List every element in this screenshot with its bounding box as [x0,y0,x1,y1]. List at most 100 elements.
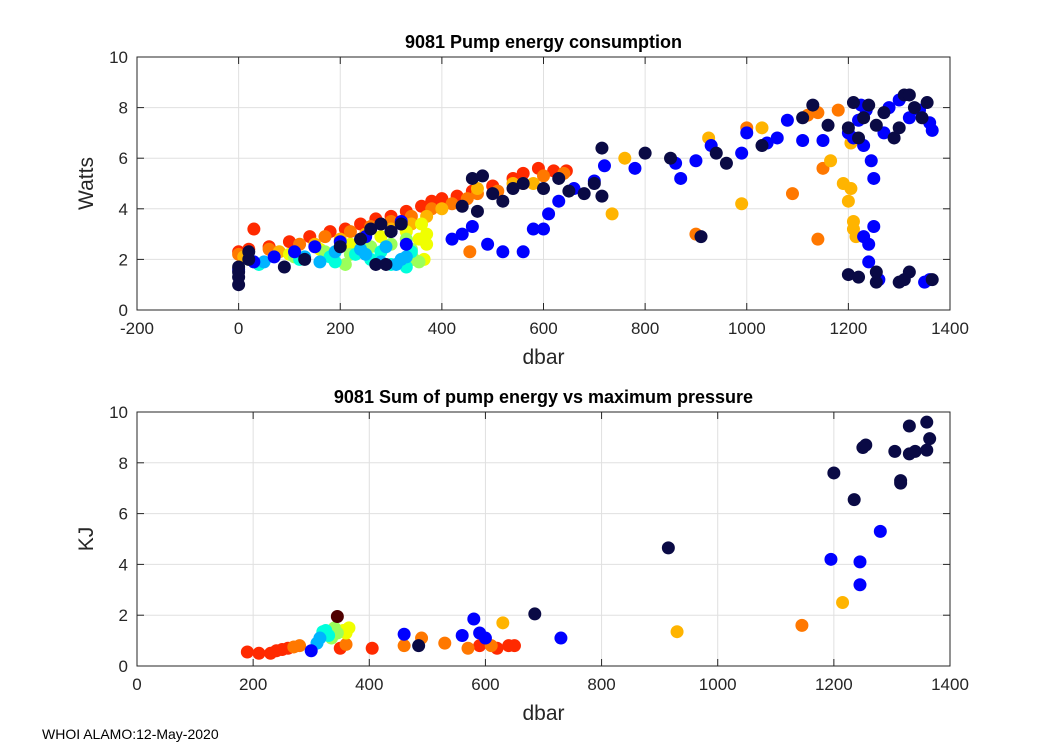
scatter-point [837,177,850,190]
scatter-point [755,139,768,152]
scatter-point [920,444,933,457]
scatter-point [920,416,933,429]
y-tick-label: 0 [119,657,128,676]
scatter-point [313,632,326,645]
scatter-point [398,628,411,641]
scatter-point [278,260,291,273]
scatter-point [842,195,855,208]
x-tick-label: 1200 [829,319,867,338]
scatter-point [242,245,255,258]
scatter-point [735,147,748,160]
scatter-point [298,253,311,266]
scatter-point [308,240,321,253]
y-tick-label: 8 [119,99,128,118]
scatter-point [334,240,347,253]
scatter-point [796,111,809,124]
scatter-point [888,445,901,458]
x-tick-label: 400 [428,319,456,338]
scatter-point [476,169,489,182]
scatter-point [552,172,565,185]
scatter-point [400,250,413,263]
scatter-point [268,250,281,263]
scatter-point [517,177,530,190]
scatter-point [562,185,575,198]
scatter-point [740,126,753,139]
scatter-point [662,541,675,554]
scatter-point [822,119,835,132]
scatter-point [811,233,824,246]
scatter-point [923,432,936,445]
scatter-point [695,230,708,243]
scatter-point [710,147,723,160]
scatter-point [481,238,494,251]
scatter-point [354,233,367,246]
scatter-point [305,644,318,657]
scatter-point [848,493,861,506]
scatter-point [606,207,619,220]
scatter-point [471,205,484,218]
scatter-point [578,187,591,200]
scatter-point [842,121,855,134]
chart-title: 9081 Sum of pump energy vs maximum press… [334,387,753,407]
scatter-point [870,266,883,279]
x-tick-label: 800 [587,675,615,694]
scatter-point [313,255,326,268]
scatter-point [496,245,509,258]
scatter-point [847,96,860,109]
y-tick-label: 4 [119,555,128,574]
scatter-point [867,220,880,233]
y-tick-label: 10 [109,48,128,67]
x-tick-label: 1400 [931,675,969,694]
scatter-point [542,207,555,220]
scatter-point [921,96,934,109]
scatter-point [832,104,845,117]
scatter-point [496,616,509,629]
y-tick-label: 8 [119,454,128,473]
scatter-point [456,629,469,642]
scatter-point [862,99,875,112]
scatter-point [664,152,677,165]
y-tick-label: 6 [119,149,128,168]
y-tick-label: 2 [119,250,128,269]
scatter-point [755,121,768,134]
x-tick-label: 1000 [728,319,766,338]
x-tick-label: 200 [239,675,267,694]
scatter-point [795,619,808,632]
scatter-point [894,477,907,490]
scatter-point [379,240,392,253]
scatter-point [836,596,849,609]
x-tick-label: 600 [529,319,557,338]
x-tick-label: 1200 [815,675,853,694]
scatter-point [674,172,687,185]
scatter-point [874,525,887,538]
scatter-point [909,445,922,458]
scatter-point [618,152,631,165]
scatter-point [340,638,353,651]
scatter-point [496,195,509,208]
scatter-point [720,157,733,170]
scatter-point [528,607,541,620]
scatter-point [554,632,567,645]
scatter-point [859,439,872,452]
y-axis-label: Watts [75,157,98,210]
scatter-point [420,228,433,241]
y-tick-label: 6 [119,505,128,524]
x-tick-label: 1000 [699,675,737,694]
scatter-point [781,114,794,127]
plot-area [137,412,950,666]
scatter-point [870,119,883,132]
x-tick-label: 200 [326,319,354,338]
scatter-point [853,555,866,568]
y-tick-label: 2 [119,606,128,625]
x-tick-label: 0 [132,675,141,694]
scatter-point [552,195,565,208]
scatter-point [862,238,875,251]
x-axis-label: dbar [522,702,564,725]
scatter-point [806,99,819,112]
scatter-point [786,187,799,200]
scatter-point [466,220,479,233]
scatter-point [824,154,837,167]
y-axis-label: KJ [75,527,98,552]
scatter-point [241,646,254,659]
scatter-point [916,111,929,124]
